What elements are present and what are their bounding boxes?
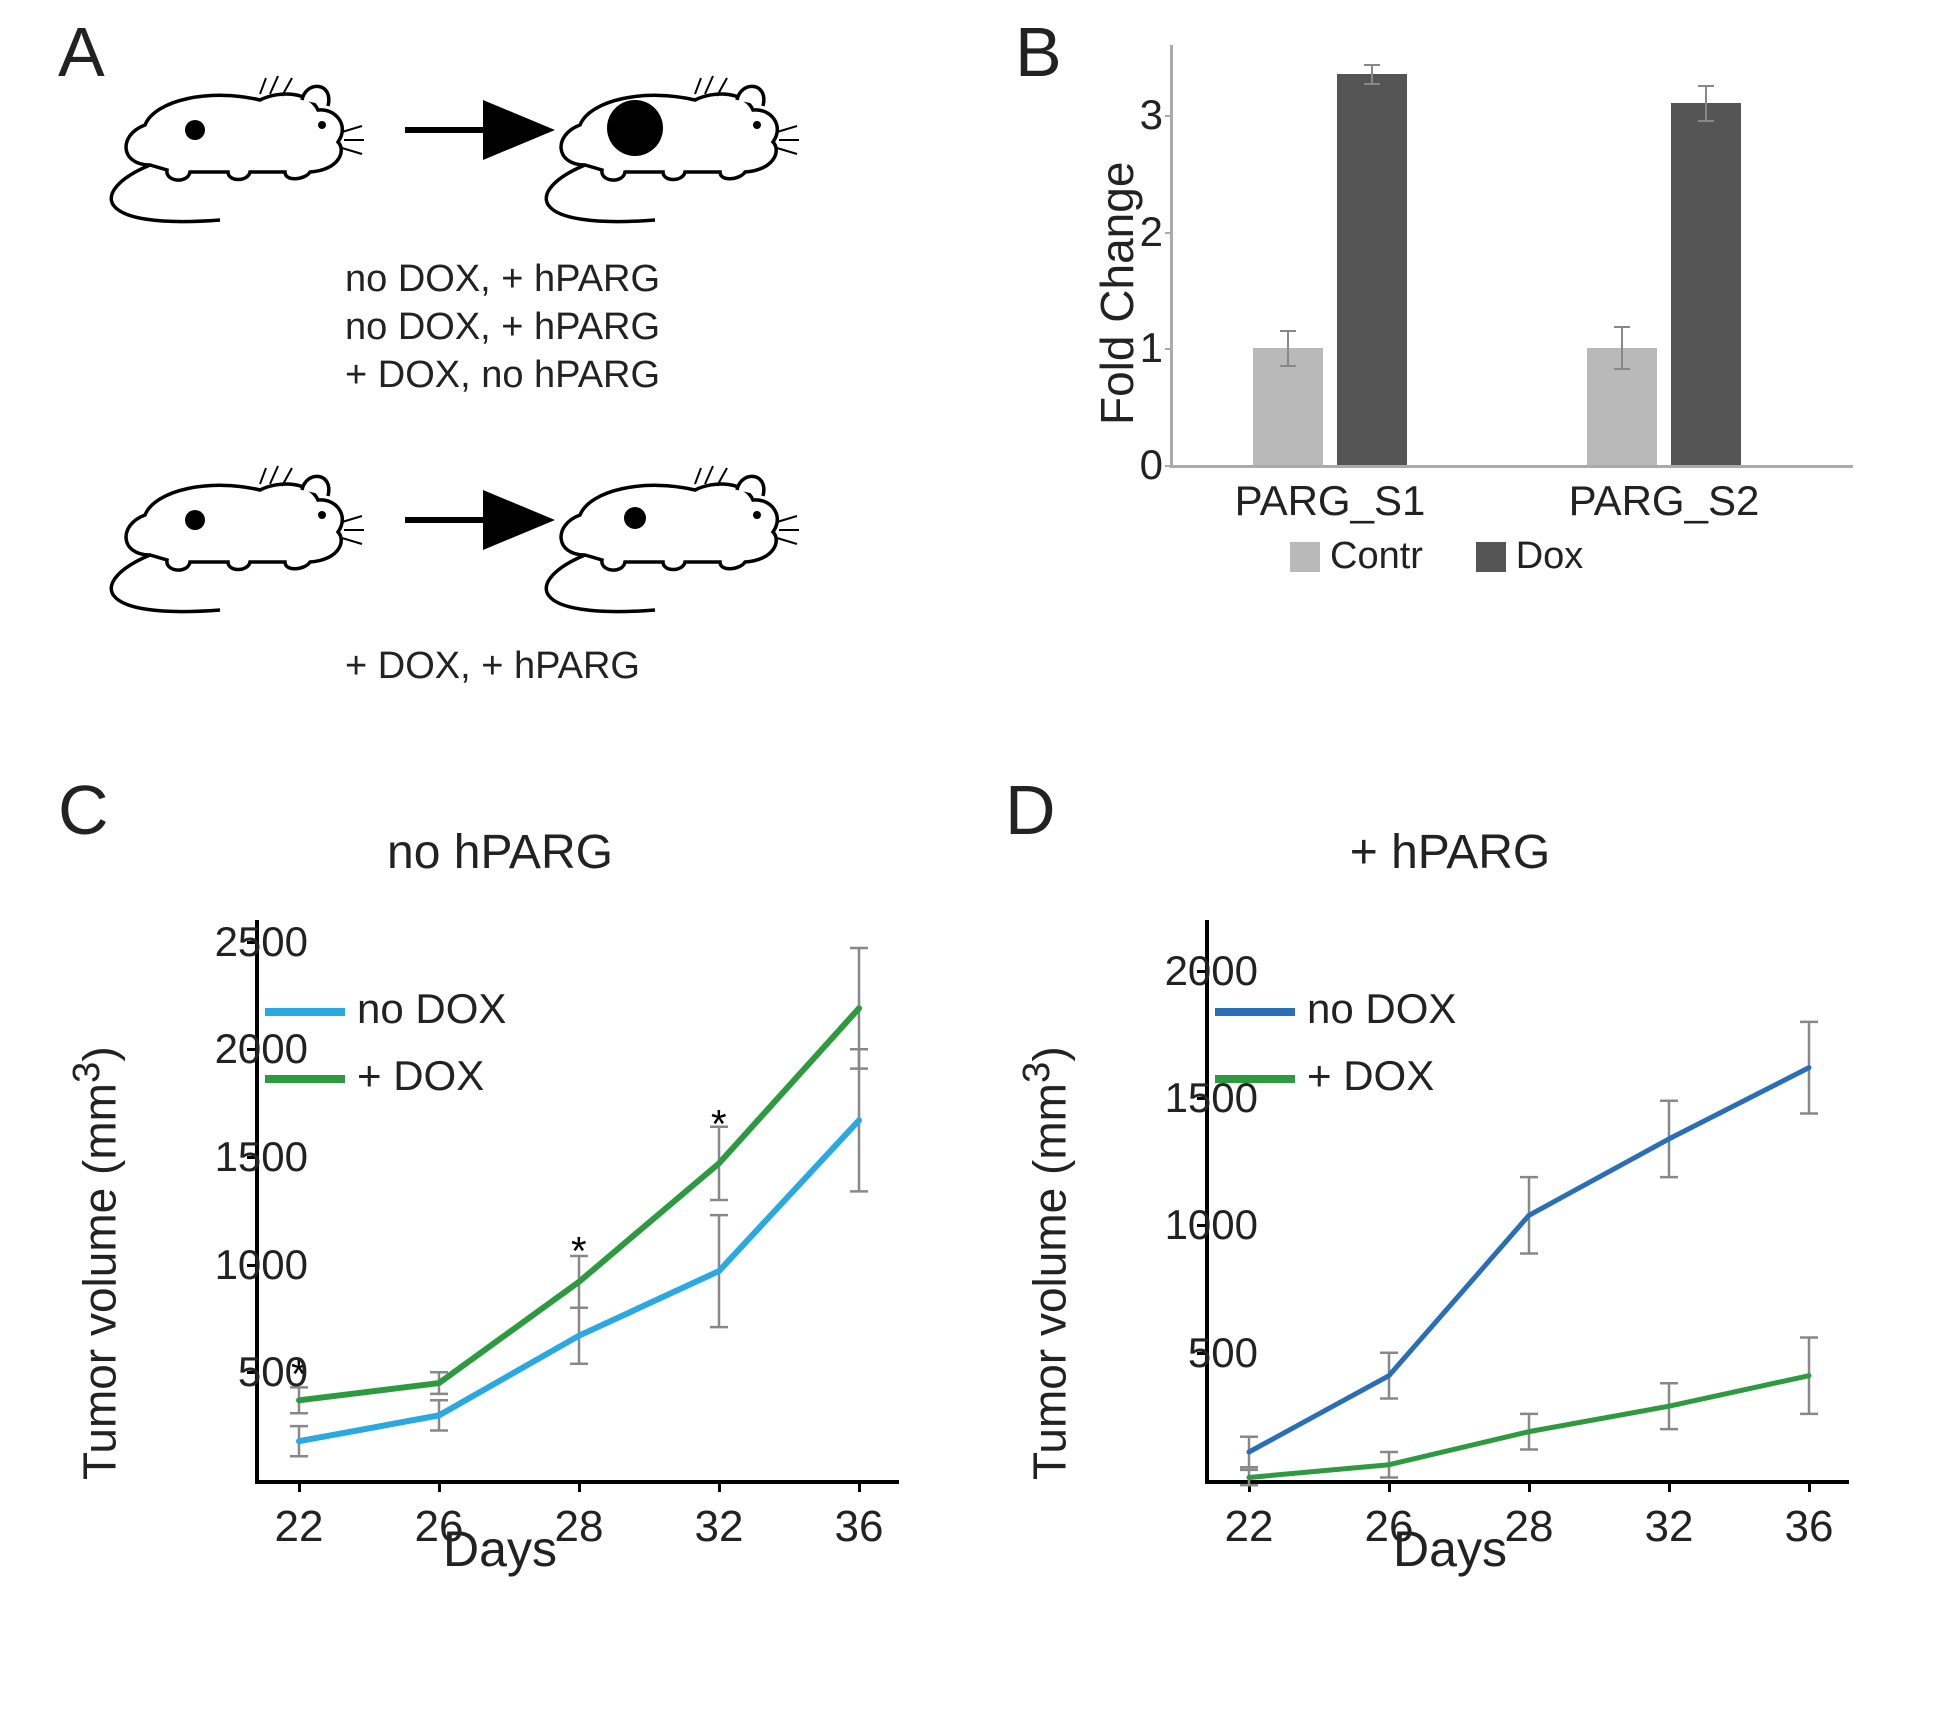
panel-a-condition-1: no DOX, + hPARG [345,255,660,304]
panel-b-xlabel: PARG_S2 [1557,477,1771,525]
legend-swatch-dox [1476,542,1506,572]
panel-d-xlabel: Days [990,1520,1910,1578]
panel-c-title: no hPARG [40,825,960,880]
panel-d-title: + hPARG [990,825,1910,880]
panel-c-ytick: 1500 [215,1133,308,1181]
legend-swatch-contr [1290,542,1320,572]
panel-a: no DOX, + hPARG no DOX, + hPARG + DOX, n… [90,30,990,670]
panel-c-ytitle: Tumor volume (mm3) [65,1046,126,1480]
panel-d-legend-label: + DOX [1307,1052,1434,1099]
bar-PARG_S1-Dox [1337,74,1407,465]
panel-b-ytitle: Fold Change [1090,162,1144,425]
panel-d: + hPARG Tumor volume (mm3) 2226283236 Da… [990,800,1910,1680]
panel-b-ytick: 2 [1133,208,1163,256]
panel-b-legend: Contr Dox [1290,535,1583,578]
panel-c-ytick: 500 [238,1348,308,1396]
panel-d-ytick: 500 [1188,1329,1258,1377]
panel-d-ytitle: Tumor volume (mm3) [1015,1046,1076,1480]
panel-c: no hPARG Tumor volume (mm3) 2226283236**… [40,800,960,1680]
svg-text:*: * [571,1230,587,1274]
panel-c-legend-label: + DOX [357,1052,484,1099]
panel-b-ytick: 3 [1133,91,1163,139]
panel-a-condition-4: + DOX, + hPARG [345,642,640,691]
legend-label-contr: Contr [1330,535,1423,577]
panel-c-legend-label: no DOX [357,985,506,1032]
panel-c-ytick: 1000 [215,1241,308,1289]
panel-b-plot: 0123PARG_S1PARG_S2 [1170,45,1853,468]
legend-label-dox: Dox [1516,535,1584,577]
panel-d-legend-label: no DOX [1307,985,1456,1032]
figure-page: A B C D [0,0,1944,1716]
panel-d-legend: no DOX + DOX [1215,975,1456,1109]
panel-b-xlabel: PARG_S1 [1223,477,1437,525]
panel-b-ytick: 1 [1133,324,1163,372]
panel-a-condition-3: + DOX, no hPARG [345,351,660,400]
panel-b-ytick: 0 [1133,441,1163,489]
panel-a-condition-2: no DOX, + hPARG [345,303,660,352]
panel-c-xlabel: Days [40,1520,960,1578]
panel-b: Fold Change 0123PARG_S1PARG_S2 Contr Dox [1030,45,1890,605]
panel-d-ytick: 1000 [1165,1201,1258,1249]
panel-c-ytick: 2500 [215,918,308,966]
svg-text:*: * [711,1103,727,1147]
bar-PARG_S2-Dox [1671,103,1741,465]
panel-c-legend: no DOX + DOX [265,975,506,1109]
